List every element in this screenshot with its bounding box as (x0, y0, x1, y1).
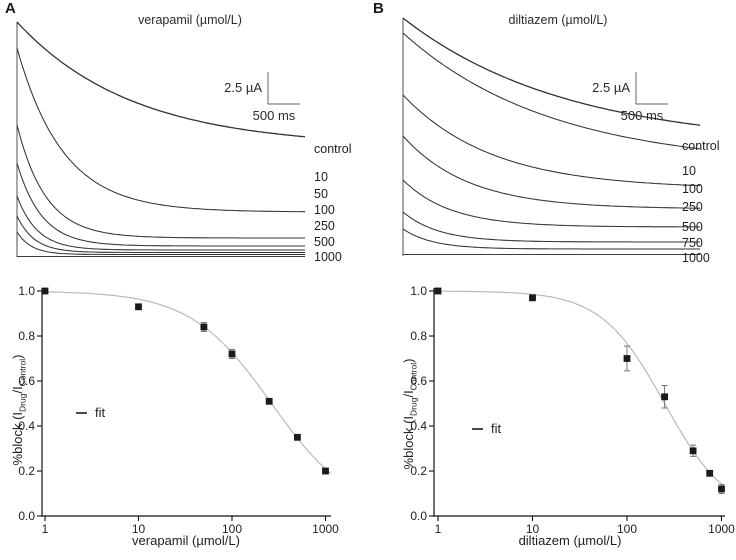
trace-label-50: 50 (314, 187, 328, 201)
fit-curve (438, 290, 726, 488)
current-trace-500 (402, 179, 700, 228)
y-tick-label: 0.6 (410, 374, 427, 388)
panel-b: B diltiazem (µmol/L) 2.5 µA 500 ms fit d… (368, 0, 736, 560)
trace-label-1000: 1000 (682, 251, 710, 265)
x-tick-label: 10 (131, 522, 146, 536)
current-trace-250 (402, 135, 700, 209)
panel-b-canvas (402, 17, 726, 521)
data-point (322, 467, 329, 475)
scale-bar-lines (267, 72, 300, 105)
y-tick-label: 1.0 (410, 284, 427, 298)
trace-label-500: 500 (314, 235, 335, 249)
current-trace-750 (402, 211, 700, 243)
trace-label-500: 500 (682, 220, 703, 234)
y-tick-label: 0.4 (18, 419, 35, 433)
current-trace-250 (16, 195, 305, 251)
current-trace-50 (16, 124, 305, 239)
trace-label-250: 250 (314, 219, 335, 233)
fit-legend-label: fit (491, 421, 502, 436)
current-trace-10 (16, 47, 305, 213)
current-trace-500 (16, 215, 305, 254)
data-point (661, 393, 668, 401)
trace-label-250: 250 (682, 200, 703, 214)
data-point (706, 469, 714, 477)
y-tick-label: 0.2 (18, 464, 35, 478)
y-axis-label: %block (IDrug/IControl) (401, 358, 419, 470)
current-trace-100 (16, 162, 305, 247)
fit-line-swatch-icon (472, 427, 483, 430)
current-trace-1000 (16, 231, 305, 256)
trace-plot-title: verapamil (µmol/L) (138, 13, 242, 27)
panel-label: A (5, 0, 16, 17)
data-point (623, 355, 631, 362)
data-point (718, 485, 725, 493)
data-point (265, 397, 273, 405)
data-point (434, 287, 442, 295)
data-point (200, 323, 208, 331)
data-point (294, 433, 301, 441)
x-tick-label: 100 (616, 522, 638, 536)
trace-label-100: 100 (682, 182, 703, 196)
y-tick-label: 0.8 (410, 329, 427, 343)
trace-label-10: 10 (682, 164, 696, 178)
current-trace-100 (402, 94, 701, 187)
trace-label-control: control (314, 142, 352, 156)
fit-curve (44, 291, 332, 475)
data-point (529, 294, 536, 302)
panel-a: A verapamil (µmol/L) 2.5 µA 500 ms fit v… (5, 0, 352, 548)
data-point (135, 303, 142, 311)
current-trace-control (16, 21, 306, 138)
data-point (41, 287, 49, 295)
trace-label-100: 100 (314, 203, 335, 217)
y-tick-label: 1.0 (18, 284, 35, 298)
current-trace-control (402, 17, 701, 126)
trace-label-10: 10 (314, 170, 328, 184)
y-tick-label: 0.0 (18, 509, 35, 523)
trace-plot-title: diltiazem (µmol/L) (508, 13, 608, 27)
x-axis-label: diltiazem (µmol/L) (518, 533, 622, 548)
y-tick-label: 0.6 (18, 374, 35, 388)
panel-a-canvas (16, 21, 332, 521)
fit-line-swatch-icon (76, 411, 87, 414)
x-axis-label: verapamil (µmol/L) (132, 533, 240, 548)
y-tick-label: 0.4 (410, 419, 427, 433)
current-trace-1000 (402, 228, 700, 250)
x-tick-label: 1000 (708, 522, 735, 536)
trace-label-control: control (682, 139, 720, 153)
y-tick-label: 0.0 (410, 509, 427, 523)
scale-bar-current-label: 2.5 µA (592, 80, 630, 95)
x-tick-label: 1 (41, 522, 49, 536)
panel-label: B (373, 0, 384, 17)
data-point (689, 447, 697, 455)
x-tick-label: 1 (434, 522, 442, 536)
scale-bar-current-label: 2.5 µA (224, 80, 262, 95)
data-point (228, 350, 236, 358)
trace-label-750: 750 (682, 236, 703, 250)
y-tick-label: 0.2 (410, 464, 427, 478)
fit-legend: fit (76, 405, 105, 420)
scale-bar-time-label: 500 ms (252, 108, 296, 123)
y-tick-label: 0.8 (18, 329, 35, 343)
current-trace-10 (402, 32, 701, 150)
x-tick-label: 100 (221, 522, 243, 536)
fit-legend-label: fit (95, 405, 106, 420)
scale-bar-time-label: 500 ms (620, 108, 664, 123)
trace-label-1000: 1000 (314, 250, 342, 264)
fit-legend: fit (472, 421, 501, 436)
scale-bar-lines (635, 72, 668, 105)
x-tick-label: 10 (525, 522, 540, 536)
x-tick-label: 1000 (312, 522, 339, 536)
